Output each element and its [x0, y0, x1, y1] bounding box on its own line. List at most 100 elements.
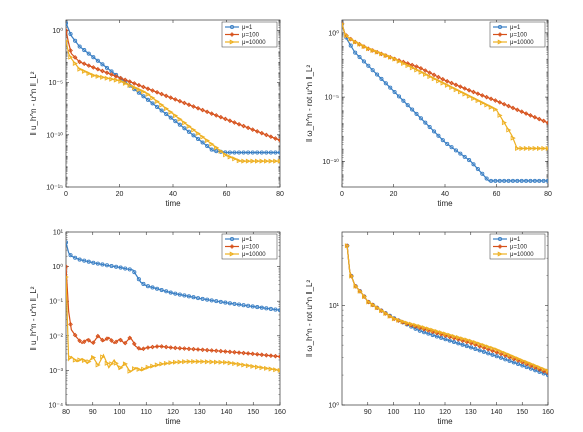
data-point [77, 59, 82, 65]
data-point [506, 178, 511, 183]
data-point [100, 337, 105, 343]
data-point [232, 150, 237, 155]
data-point [440, 138, 445, 143]
data-point [205, 143, 210, 149]
data-point [421, 325, 427, 331]
data-point [68, 54, 74, 60]
legend-entry: μ=10000 [510, 40, 534, 46]
data-point [392, 89, 397, 95]
data-point [177, 98, 183, 104]
data-point [173, 119, 178, 124]
data-point [494, 347, 500, 353]
data-point [232, 361, 238, 367]
data-point [136, 87, 142, 93]
y-axis-label: ‖ ω_h^n - rot u^n ‖_L² [305, 65, 314, 143]
data-point [388, 85, 393, 90]
data-point [159, 102, 165, 108]
data-point [246, 150, 251, 155]
data-point [154, 98, 160, 105]
data-point [357, 41, 363, 47]
data-point [118, 75, 123, 81]
data-point [236, 158, 242, 164]
data-point [145, 364, 151, 370]
legend-marker [497, 39, 503, 45]
data-point [361, 59, 366, 64]
data-point [214, 299, 219, 304]
data-point [200, 134, 206, 140]
data-point [515, 178, 520, 183]
data-point [136, 366, 142, 372]
data-point [182, 126, 187, 131]
x-tick-label: 160 [542, 409, 554, 416]
data-point [277, 150, 280, 155]
data-point [113, 360, 119, 366]
legend-entry: μ=10000 [510, 252, 534, 258]
legend-entry: μ=100 [242, 33, 260, 39]
data-point [113, 77, 119, 83]
y-axis-label: ‖ u_h^n - u^n ‖_L² [29, 286, 38, 350]
data-point [131, 341, 137, 347]
data-point [136, 277, 141, 282]
x-tick-label: 140 [491, 409, 503, 416]
data-point [127, 368, 133, 374]
data-point [370, 47, 376, 53]
data-point [186, 129, 191, 134]
x-tick-label: 120 [439, 409, 451, 416]
data-point [245, 363, 251, 369]
data-point [182, 120, 188, 126]
data-point [173, 359, 179, 365]
y-tick-label: 10⁻⁵ [49, 80, 63, 87]
data-point [515, 356, 521, 362]
data-point [241, 123, 246, 129]
data-point [443, 331, 449, 337]
data-point [223, 300, 228, 305]
data-point [95, 261, 100, 266]
y-tick-label: 10⁻⁴ [49, 403, 64, 410]
data-point [264, 150, 269, 155]
data-point [473, 346, 478, 351]
data-point [426, 326, 432, 332]
data-point [204, 109, 210, 115]
chart-panel-3: 10¹ 10⁰ 10⁻¹ 10⁻² 10⁻³ 10⁻⁴80 90 100 110 120 130 14… [29, 230, 286, 427]
data-point [90, 340, 96, 345]
data-point [528, 361, 534, 367]
data-point [277, 354, 280, 359]
data-point [141, 281, 146, 286]
data-point [136, 345, 142, 351]
data-point [73, 255, 78, 260]
data-point [456, 341, 461, 346]
legend-marker [229, 24, 235, 30]
data-point [541, 366, 547, 372]
data-point [519, 145, 525, 151]
data-point [86, 51, 91, 56]
data-point [250, 150, 255, 155]
data-point [236, 121, 242, 127]
data-point [488, 96, 494, 102]
data-point [486, 351, 491, 356]
data-point [168, 115, 173, 120]
data-point [480, 100, 486, 106]
series-line [66, 277, 280, 373]
data-point [462, 154, 467, 159]
data-point [136, 90, 141, 95]
data-point [191, 295, 196, 300]
series-group [342, 21, 548, 183]
data-point [159, 287, 164, 293]
data-point [277, 137, 280, 143]
data-point [519, 178, 524, 183]
data-point [195, 130, 201, 137]
data-point [200, 359, 206, 365]
data-point [414, 64, 419, 69]
data-point [82, 258, 87, 263]
x-tick-label: 130 [194, 409, 206, 416]
data-point [523, 145, 529, 151]
data-point [177, 292, 182, 297]
data-point [200, 107, 205, 113]
data-point [268, 306, 273, 311]
data-point [164, 289, 169, 294]
data-point [86, 337, 92, 343]
data-point [537, 369, 542, 374]
data-point [163, 344, 169, 350]
data-point [383, 53, 389, 59]
data-point [168, 109, 174, 115]
